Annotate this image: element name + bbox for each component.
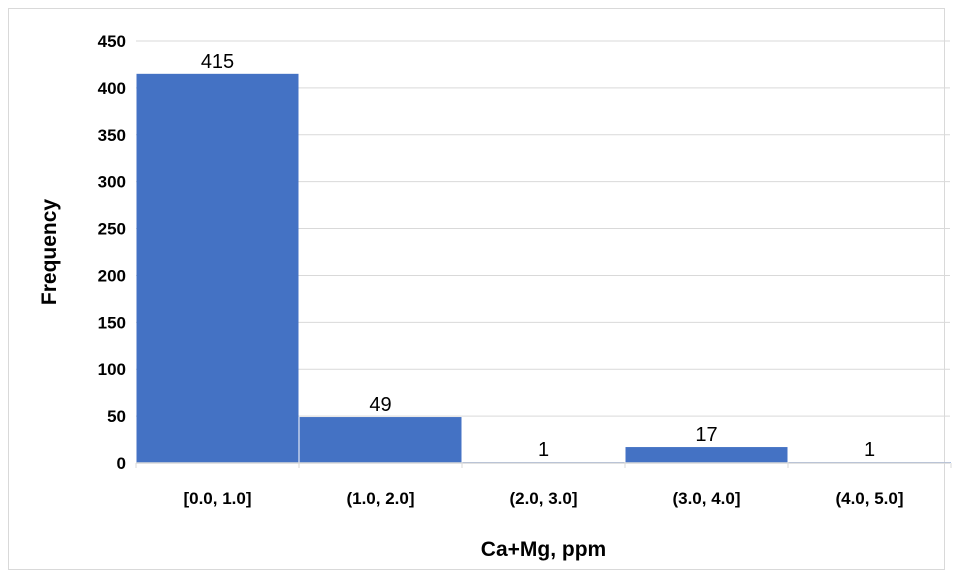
y-tick-label: 100 [98, 360, 126, 379]
axes [135, 462, 952, 468]
y-tick-label: 350 [98, 126, 126, 145]
y-tick-label: 250 [98, 220, 126, 239]
x-tick-label: (2.0, 3.0] [509, 489, 577, 508]
x-tick-label: (4.0, 5.0] [835, 489, 903, 508]
bar [136, 73, 299, 464]
y-tick-label: 300 [98, 173, 126, 192]
y-tick-label: 400 [98, 79, 126, 98]
y-tick-label: 450 [98, 32, 126, 51]
y-tick-label: 150 [98, 313, 126, 332]
x-tick-label: (1.0, 2.0] [346, 489, 414, 508]
x-tick-label: (3.0, 4.0] [672, 489, 740, 508]
bar [299, 417, 462, 463]
data-label: 17 [695, 424, 717, 446]
x-tick-labels: [0.0, 1.0] (1.0, 2.0] (2.0, 3.0] (3.0, 4.0]… [183, 489, 903, 508]
y-axis-title: Frequency [38, 199, 61, 306]
x-tick-label: [0.0, 1.0] [183, 489, 251, 508]
y-tick-label: 200 [98, 266, 126, 285]
data-label: 415 [201, 51, 234, 73]
data-label: 1 [864, 439, 875, 461]
y-tick-label: 50 [107, 407, 126, 426]
bars [136, 73, 951, 464]
x-axis-title: Ca+Mg, ppm [481, 538, 606, 561]
data-labels: 415 49 1 17 1 [201, 51, 875, 461]
data-label: 1 [538, 439, 549, 461]
bar [625, 447, 788, 463]
y-tick-label: 0 [117, 454, 126, 473]
y-tick-labels: 0 50 100 150 200 250 300 350 400 450 [98, 32, 126, 473]
data-label: 49 [369, 394, 391, 416]
